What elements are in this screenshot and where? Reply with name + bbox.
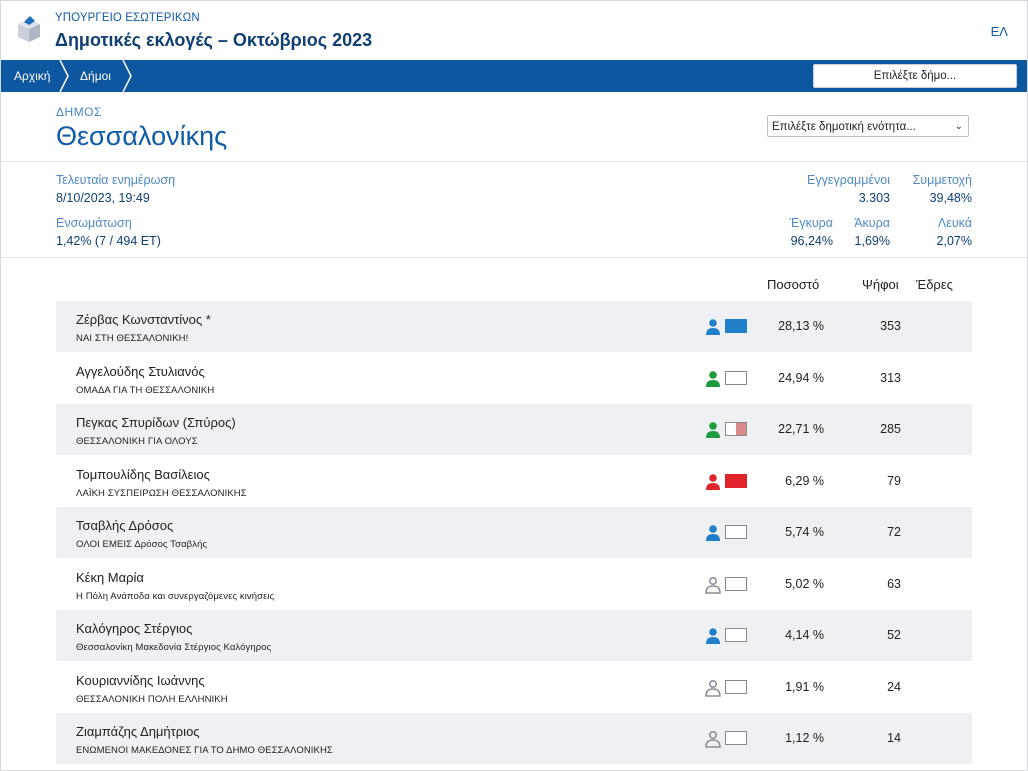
divider	[1, 161, 1027, 162]
turnout-value: 39,48%	[929, 191, 972, 205]
party-name: ΛΑΪΚΗ ΣΥΣΠΕΙΡΩΣΗ ΘΕΣΣΑΛΟΝΙΚΗΣ	[76, 488, 247, 499]
party-color-swatch	[725, 422, 747, 436]
last-update-label: Τελευταία ενημέρωση	[56, 173, 176, 187]
municipal-unit-select-label: Επιλέξτε δημοτική ενότητα...	[772, 121, 916, 133]
site-title[interactable]: Δημοτικές εκλογές – Οκτώβριος 2023	[55, 30, 373, 50]
vote-count: 313	[880, 371, 901, 385]
party-color-swatch	[725, 319, 747, 333]
vote-percent: 1,12 %	[785, 731, 824, 745]
vote-percent: 5,02 %	[785, 577, 824, 591]
candidate-name[interactable]: Κέκη Μαρία	[76, 570, 144, 585]
vote-percent: 22,71 %	[778, 422, 824, 436]
table-row[interactable]: Κουριαννίδης Ιωάννης ΘΕΣΣΑΛΟΝΙΚΗ ΠΟΛΗ ΕΛΛ…	[56, 662, 972, 713]
candidate-name[interactable]: Τομπουλίδης Βασίλειος	[76, 467, 210, 482]
ballot-box-logo-icon	[18, 16, 40, 42]
breadcrumb-municipalities[interactable]: Δήμοι	[80, 69, 111, 83]
municipality-select[interactable]: Επιλέξτε δήμο...	[813, 64, 1017, 88]
vote-count: 63	[887, 577, 901, 591]
table-row[interactable]: Τομπουλίδης Βασίλειος ΛΑΪΚΗ ΣΥΣΠΕΙΡΩΣΗ ΘΕ…	[56, 456, 972, 507]
chevron-down-icon: ⌄	[954, 121, 963, 132]
vote-count: 72	[887, 525, 901, 539]
party-name: ΝΑΙ ΣΤΗ ΘΕΣΣΑΛΟΝΙΚΗ!	[76, 333, 189, 344]
party-name: ΕΝΩΜΕΝΟΙ ΜΑΚΕΔΟΝΕΣ ΓΙΑ ΤΟ ΔΗΜΟ ΘΕΣΣΑΛΟΝΙ…	[76, 745, 333, 756]
breadcrumb-chevron-icon	[122, 60, 132, 92]
party-color-swatch	[725, 371, 747, 385]
table-row[interactable]: Ζέρβας Κωνσταντίνος * ΝΑΙ ΣΤΗ ΘΕΣΣΑΛΟΝΙΚΗ…	[56, 301, 972, 352]
blank-value: 2,07%	[936, 234, 972, 248]
party-color-swatch	[725, 474, 747, 488]
breadcrumb-chevron-icon	[59, 60, 69, 92]
party-name: Θεσσαλονίκη Μακεδονία Στέργιος Καλόγηρος	[76, 642, 272, 653]
party-color-swatch	[725, 731, 747, 745]
turnout-label: Συμμετοχή	[912, 173, 972, 187]
candidate-name[interactable]: Ζιαμπάζης Δημήτριος	[76, 724, 200, 739]
candidate-name[interactable]: Ζέρβας Κωνσταντίνος *	[76, 312, 211, 327]
person-icon	[706, 474, 720, 490]
table-row[interactable]: Πεγκας Σπυρίδων (Σπύρος) ΘΕΣΣΑΛΟΝΙΚΗ ΓΙΑ …	[56, 404, 972, 455]
column-header-votes[interactable]: Ψήφοι	[862, 277, 899, 292]
municipality-kind: ΔΗΜΟΣ	[56, 105, 102, 119]
last-update-value: 8/10/2023, 19:49	[56, 191, 150, 205]
municipality-name: Θεσσαλονίκης	[56, 121, 228, 151]
municipal-unit-select[interactable]: Επιλέξτε δημοτική ενότητα... ⌄	[767, 115, 969, 137]
language-switch[interactable]: ΕΛ	[990, 24, 1008, 39]
vote-percent: 4,14 %	[785, 628, 824, 642]
vote-percent: 1,91 %	[785, 680, 824, 694]
party-color-swatch	[725, 680, 747, 694]
table-row[interactable]: Αγγελούδης Στυλιανός ΟΜΑΔΑ ΓΙΑ ΤΗ ΘΕΣΣΑΛΟ…	[56, 353, 972, 404]
invalid-value: 1,69%	[854, 234, 890, 248]
table-row[interactable]: Καλόγηρος Στέργιος Θεσσαλονίκη Μακεδονία …	[56, 610, 972, 661]
registered-value: 3.303	[858, 191, 890, 205]
vote-count: 285	[880, 422, 901, 436]
invalid-label: Άκυρα	[854, 216, 890, 230]
vote-percent: 6,29 %	[785, 474, 824, 488]
breadcrumb-home[interactable]: Αρχική	[14, 69, 51, 83]
party-color-swatch	[725, 577, 747, 591]
vote-percent: 28,13 %	[778, 319, 824, 333]
ministry-name: ΥΠΟΥΡΓΕΙΟ ΕΣΩΤΕΡΙΚΩΝ	[55, 12, 200, 24]
person-icon	[705, 679, 721, 697]
integration-value: 1,42% (7 / 494 ΕΤ)	[56, 234, 161, 248]
valid-value: 96,24%	[790, 234, 833, 248]
person-icon	[705, 730, 721, 748]
person-icon	[706, 525, 720, 541]
vote-percent: 24,94 %	[778, 371, 824, 385]
vote-count: 52	[887, 628, 901, 642]
breadcrumb-bar: Αρχική Δήμοι Επιλέξτε δήμο...	[1, 60, 1027, 92]
candidate-name[interactable]: Κουριαννίδης Ιωάννης	[76, 673, 205, 688]
candidate-name[interactable]: Αγγελούδης Στυλιανός	[76, 364, 205, 379]
table-row[interactable]: Τσαβλής Δρόσος ΟΛΟΙ ΕΜΕΙΣ Δρόσος Τσαβλής 5…	[56, 507, 972, 558]
vote-count: 79	[887, 474, 901, 488]
person-icon	[706, 628, 720, 644]
party-name: ΘΕΣΣΑΛΟΝΙΚΗ ΓΙΑ ΟΛΟΥΣ	[76, 436, 198, 447]
party-name: ΟΜΑΔΑ ΓΙΑ ΤΗ ΘΕΣΣΑΛΟΝΙΚΗ	[76, 385, 215, 396]
party-name: Η Πόλη Ανάποδα και συνεργαζόμενες κινήσε…	[76, 591, 275, 602]
vote-percent: 5,74 %	[785, 525, 824, 539]
person-icon	[706, 371, 720, 387]
registered-label: Εγγεγραμμένοι	[807, 173, 890, 187]
vote-count: 353	[880, 319, 901, 333]
vote-count: 14	[887, 731, 901, 745]
column-header-seats[interactable]: Έδρες	[916, 277, 953, 292]
integration-label: Ενσωμάτωση	[56, 216, 132, 230]
table-row[interactable]: Κέκη Μαρία Η Πόλη Ανάποδα και συνεργαζόμε…	[56, 559, 972, 610]
blank-label: Λευκά	[937, 216, 972, 230]
person-icon	[706, 319, 720, 335]
candidate-name[interactable]: Πεγκας Σπυρίδων (Σπύρος)	[76, 415, 236, 430]
person-icon	[706, 422, 720, 438]
party-name: ΟΛΟΙ ΕΜΕΙΣ Δρόσος Τσαβλής	[76, 539, 208, 550]
column-header-percent[interactable]: Ποσοστό	[767, 277, 820, 292]
table-row[interactable]: Ζιαμπάζης Δημήτριος ΕΝΩΜΕΝΟΙ ΜΑΚΕΔΟΝΕΣ ΓΙ…	[56, 713, 972, 764]
party-color-swatch	[725, 525, 747, 539]
candidate-name[interactable]: Τσαβλής Δρόσος	[76, 518, 174, 533]
vote-count: 24	[887, 680, 901, 694]
candidate-name[interactable]: Καλόγηρος Στέργιος	[76, 621, 193, 636]
party-name: ΘΕΣΣΑΛΟΝΙΚΗ ΠΟΛΗ ΕΛΛΗΝΙΚΗ	[76, 694, 228, 705]
valid-label: Έγκυρα	[789, 216, 833, 230]
person-icon	[705, 576, 721, 594]
party-color-swatch	[725, 628, 747, 642]
divider	[1, 257, 1027, 258]
